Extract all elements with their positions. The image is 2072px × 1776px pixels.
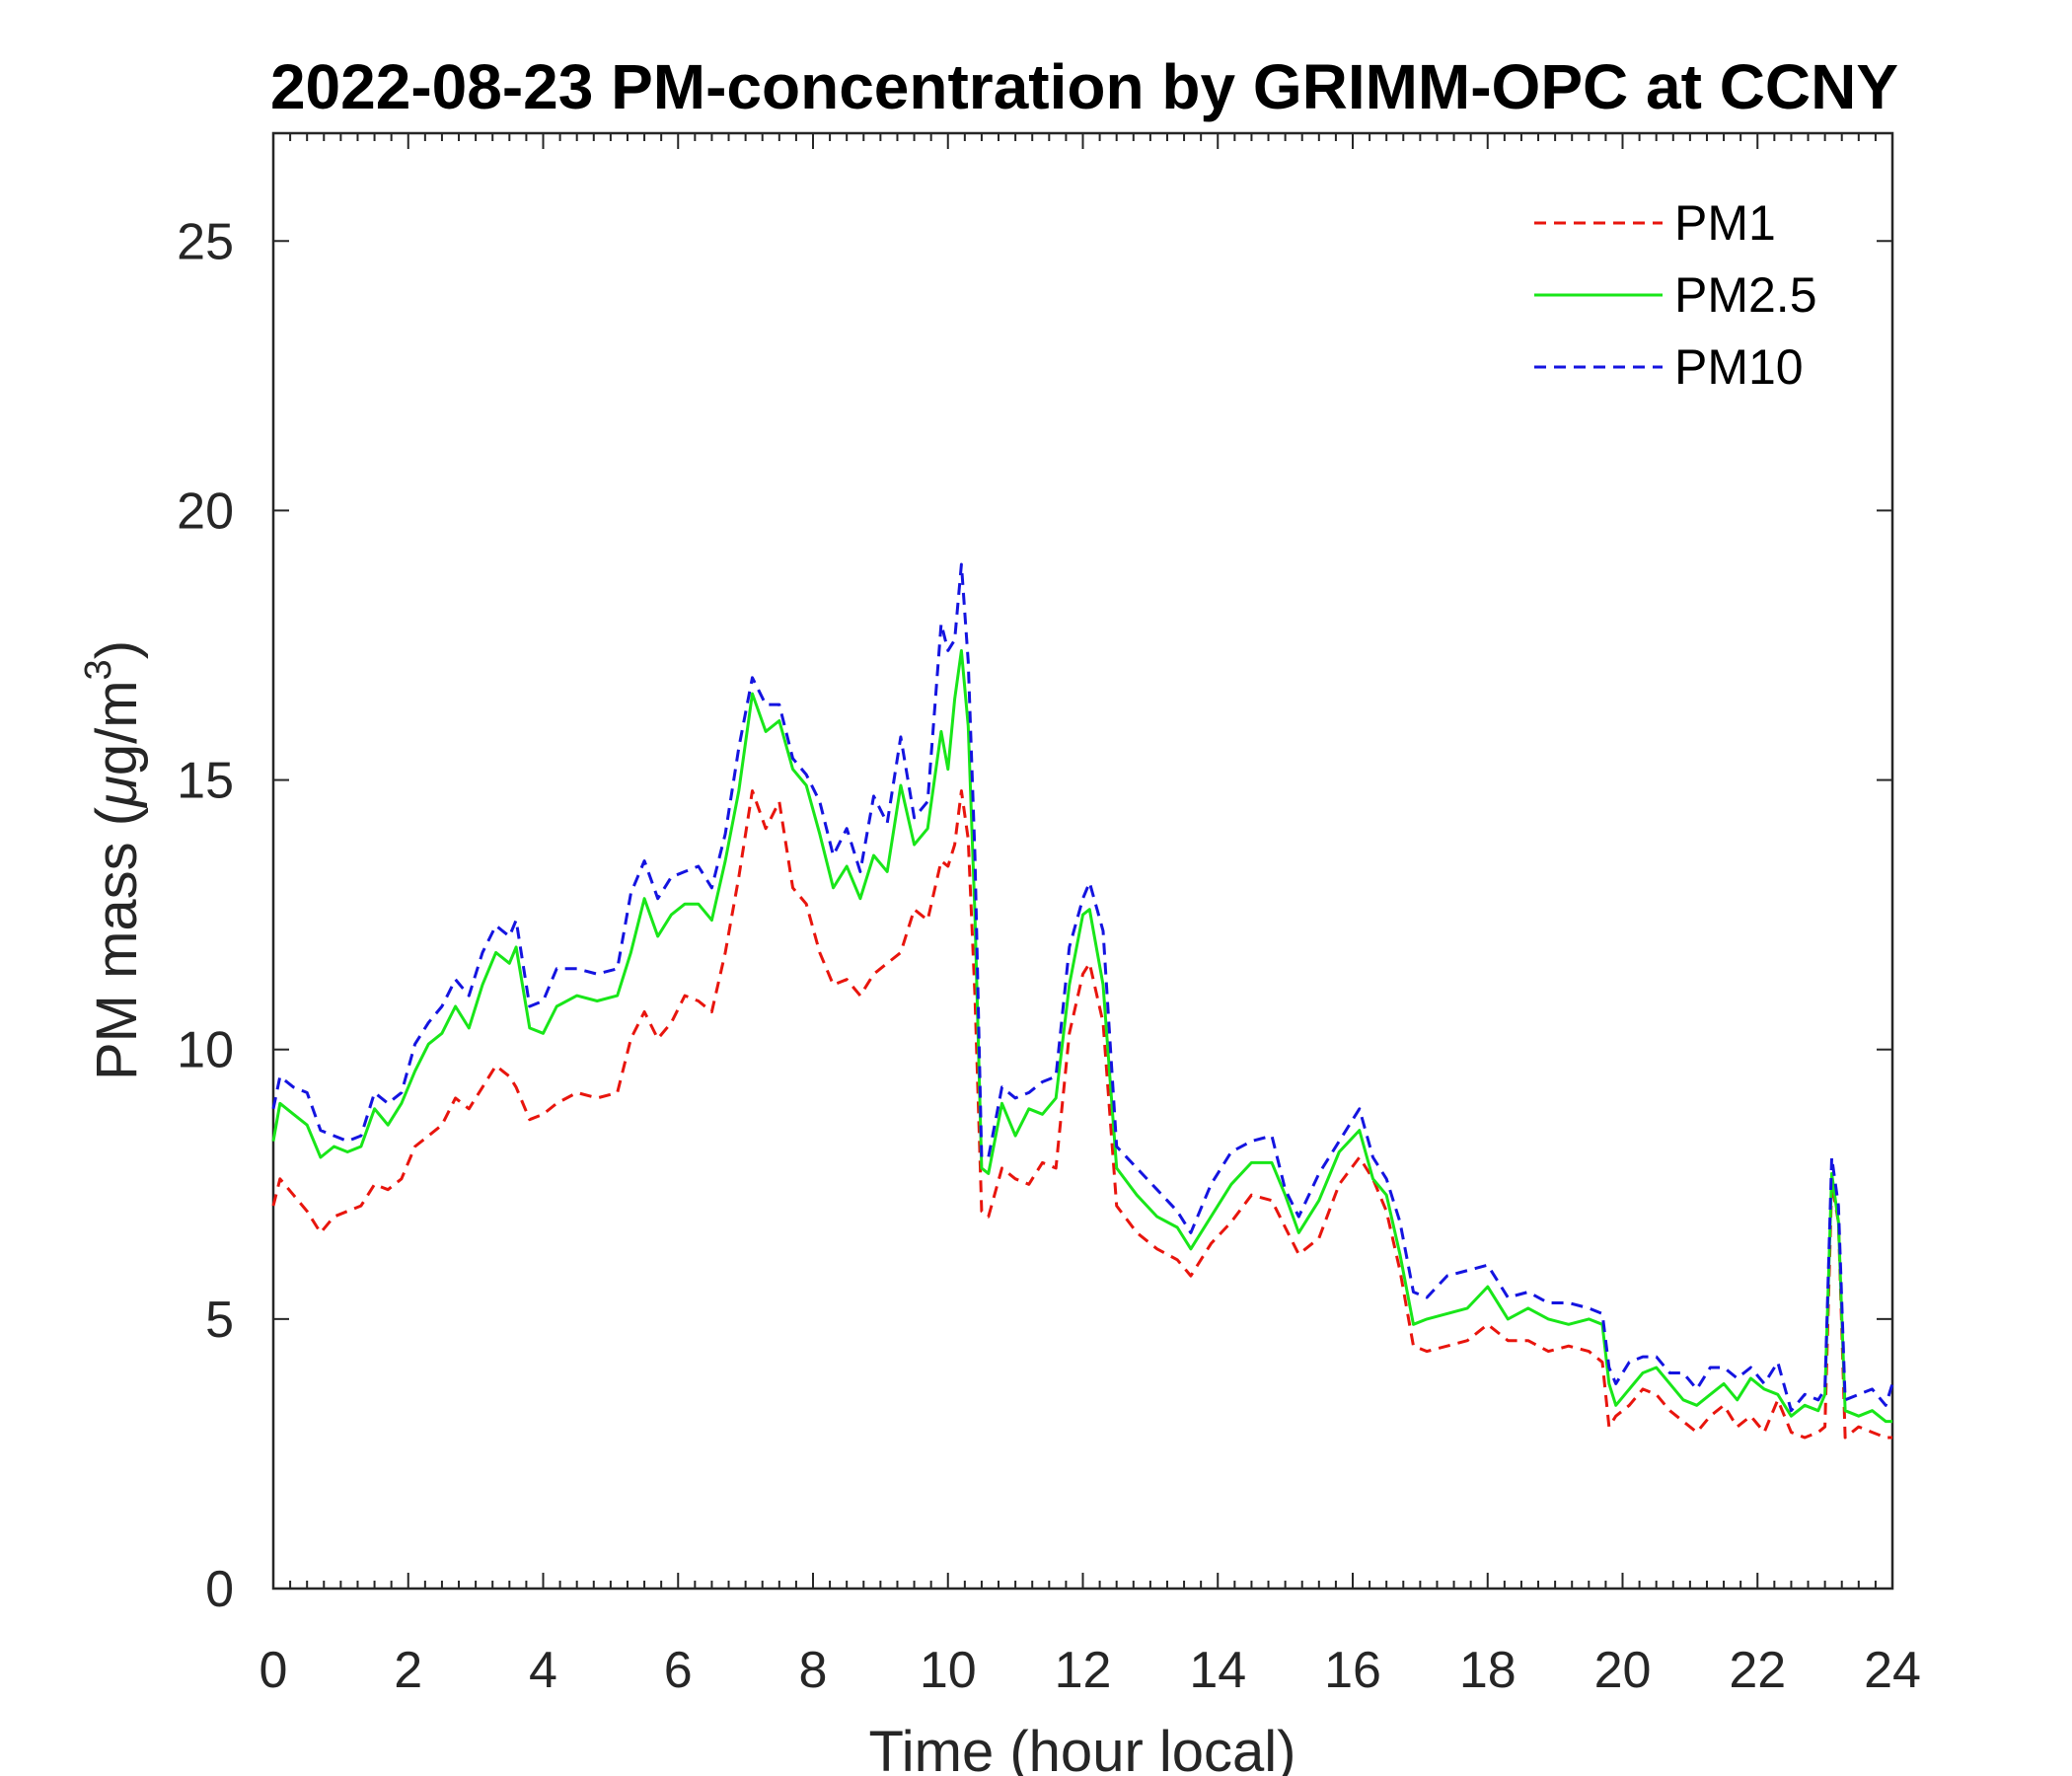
x-tick-label: 14 <box>1189 1642 1246 1699</box>
x-tick-label: 20 <box>1594 1642 1652 1699</box>
series-line-pm25 <box>271 648 1892 1424</box>
x-tick-label: 6 <box>664 1642 693 1699</box>
axis-ticks <box>272 133 1893 1590</box>
y-tick-label: 0 <box>205 1561 234 1618</box>
plot-area <box>271 131 1894 1591</box>
y-tick-label: 15 <box>177 753 234 810</box>
data-series <box>271 562 1894 1440</box>
y-tick-labels: 0 5 10 15 20 25 <box>177 213 234 1618</box>
series-line-pm10 <box>271 562 1894 1413</box>
y-axis-label-mu: μ <box>85 776 149 809</box>
x-tick-label: 0 <box>259 1642 288 1699</box>
legend-label-pm25: PM2.5 <box>1674 267 1817 323</box>
y-tick-label: 10 <box>177 1022 234 1079</box>
chart-title: 2022-08-23 PM-concentration by GRIMM-OPC… <box>270 51 1898 122</box>
y-axis-label: PM mass (μg/m3) <box>78 640 149 1080</box>
legend: PM1 PM2.5 PM10 <box>1534 195 1817 395</box>
y-axis-label-main: PM mass ( <box>85 807 149 1080</box>
legend-label-pm10: PM10 <box>1674 339 1804 395</box>
y-axis-label-sup: 3 <box>78 659 119 680</box>
x-axis-label: Time (hour local) <box>869 1720 1296 1776</box>
x-tick-label: 4 <box>529 1642 557 1699</box>
x-tick-label: 24 <box>1864 1642 1921 1699</box>
x-tick-label: 18 <box>1459 1642 1517 1699</box>
x-tick-label: 22 <box>1729 1642 1786 1699</box>
x-tick-label: 16 <box>1324 1642 1381 1699</box>
x-tick-label: 8 <box>799 1642 828 1699</box>
x-tick-labels: 0 2 4 6 8 10 12 14 16 18 20 22 24 <box>259 1642 1921 1699</box>
series-line-pm1 <box>271 789 1892 1440</box>
legend-label-pm1: PM1 <box>1674 195 1776 251</box>
y-tick-label: 25 <box>177 213 234 270</box>
y-tick-label: 5 <box>205 1292 234 1349</box>
y-tick-label: 20 <box>177 482 234 540</box>
x-tick-label: 10 <box>920 1642 977 1699</box>
x-tick-label: 2 <box>394 1642 422 1699</box>
x-tick-label: 12 <box>1055 1642 1112 1699</box>
y-axis-label-close: ) <box>85 640 149 659</box>
y-axis-label-unit: g/m <box>85 680 149 776</box>
